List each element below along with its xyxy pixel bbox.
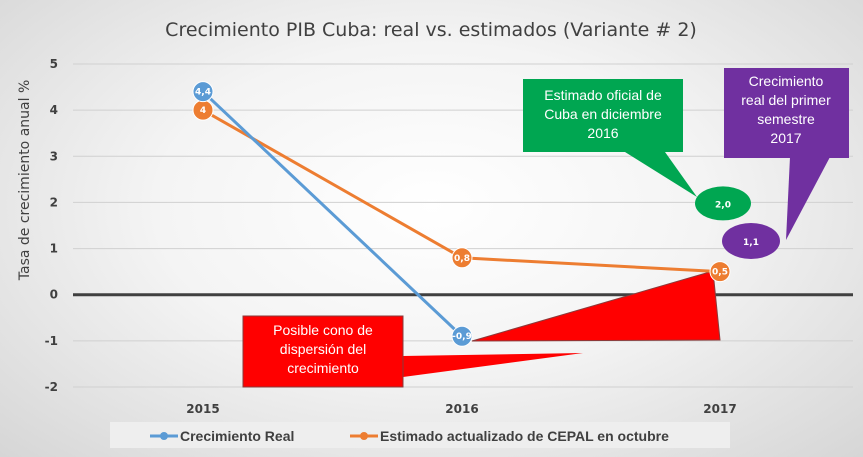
- callout-official-box: [523, 79, 683, 152]
- y-axis-label: Tasa de crecimiento anual %: [17, 80, 33, 282]
- legend-background: [110, 422, 730, 448]
- callout-tail: [403, 353, 583, 377]
- legend-marker-real: [160, 432, 168, 440]
- legend-marker-cepal: [360, 432, 368, 440]
- data-label: 0,5: [712, 268, 728, 278]
- series-line-real: [201, 90, 464, 338]
- callout-official-text: 2016: [587, 125, 618, 141]
- x-tick-label: 2016: [445, 402, 478, 416]
- data-point: [451, 325, 473, 347]
- data-label: 4: [200, 106, 206, 116]
- semester-real-marker: [722, 222, 780, 259]
- callout-semester-text: 2017: [770, 130, 801, 146]
- callout-cone-box: [242, 315, 404, 388]
- data-label: 0,8: [454, 254, 470, 264]
- dispersion-cone: [471, 270, 721, 342]
- data-label: -0,9: [452, 332, 472, 342]
- legend: Crecimiento Real Estimado actualizado de…: [110, 422, 730, 448]
- official-estimate-label: 2,0: [715, 200, 731, 210]
- data-label: 4,4: [195, 88, 211, 98]
- data-point: [709, 261, 731, 283]
- x-tick-label: 2017: [703, 402, 736, 416]
- callout-official-text: Estimado oficial de: [544, 87, 662, 103]
- official-estimate-marker: [695, 186, 751, 221]
- callout-cone-text: Posible cono de: [273, 322, 373, 338]
- callout-official-text: Cuba en diciembre: [544, 106, 662, 122]
- legend-label-cepal: Estimado actualizado de CEPAL en octubre: [380, 428, 669, 444]
- y-tick-label: 3: [50, 149, 58, 163]
- y-tick-label: -1: [45, 334, 58, 348]
- callout-semester-text: semestre: [757, 111, 815, 127]
- callout-semester-box: [724, 68, 849, 158]
- y-tick-label: 2: [50, 195, 58, 209]
- legend-label-real: Crecimiento Real: [180, 428, 294, 444]
- y-tick-label: -2: [45, 380, 58, 394]
- callout-semester-text: Crecimiento: [749, 73, 824, 89]
- semester-real-label: 1,1: [743, 238, 759, 248]
- callout-tail: [786, 157, 830, 240]
- y-tick-label: 0: [50, 288, 58, 302]
- y-tick-label: 1: [50, 242, 58, 256]
- callout-semester-text: real del primer: [741, 92, 831, 108]
- chart-title: Crecimiento PIB Cuba: real vs. estimados…: [165, 19, 697, 41]
- data-point: [451, 247, 473, 269]
- callout-tail: [625, 152, 697, 197]
- x-tick-label: 2015: [186, 402, 219, 416]
- callout-cone-text: crecimiento: [287, 360, 359, 376]
- y-tick-label: 4: [50, 103, 58, 117]
- y-tick-label: 5: [50, 57, 58, 71]
- callout-cone-text: dispersión del: [280, 341, 366, 357]
- data-point: [192, 81, 214, 103]
